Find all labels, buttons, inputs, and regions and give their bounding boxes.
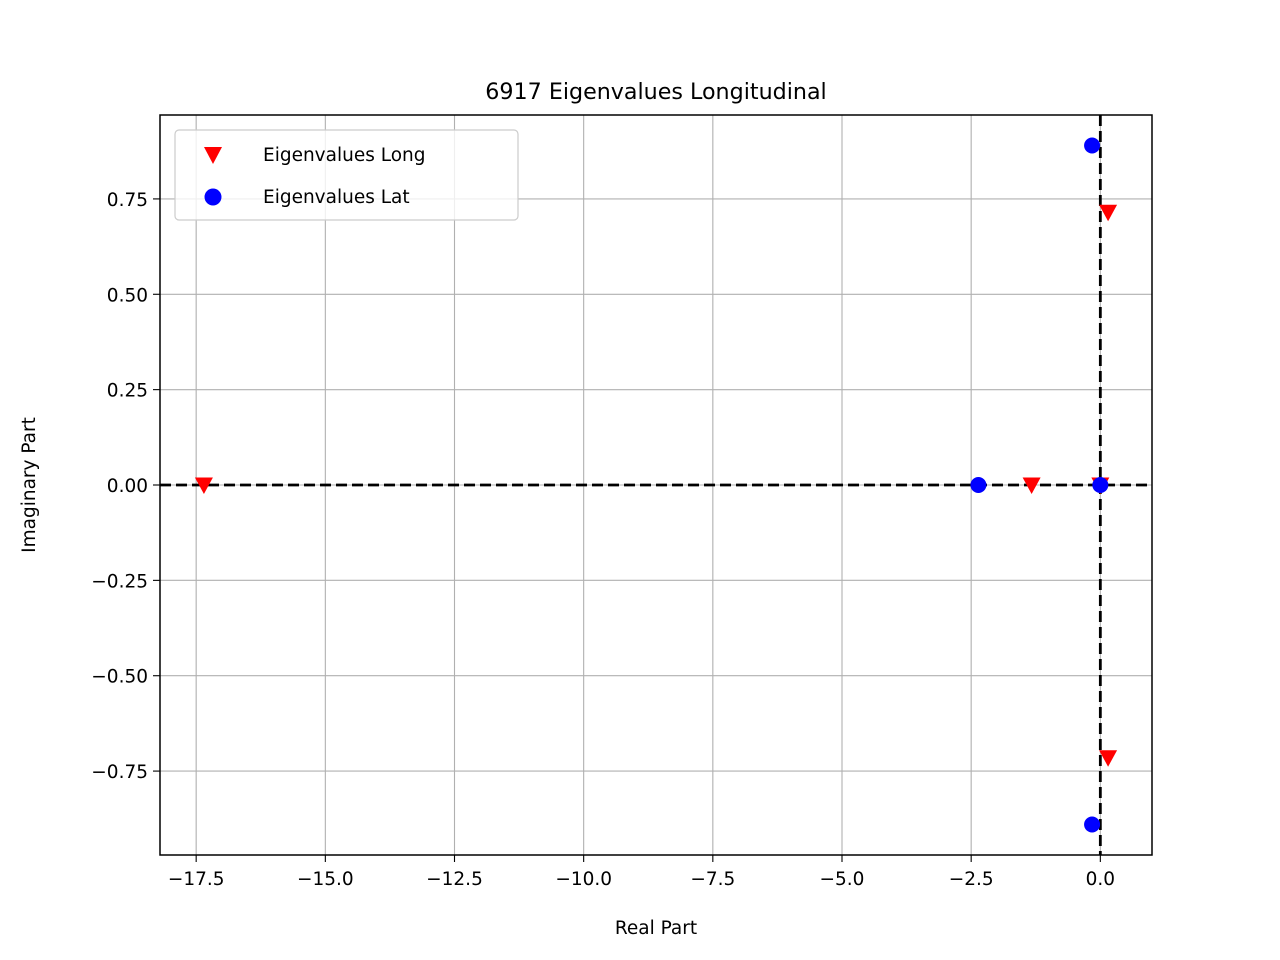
point-eigenvalue-long <box>1022 477 1041 494</box>
point-eigenvalue-long <box>1099 204 1118 222</box>
x-tick-label: −10.0 <box>555 869 612 890</box>
y-axis-ticks: 0.75 0.50 0.25 0.00 −0.25 −0.50 −0.75 <box>91 190 160 783</box>
y-tick-label: −0.50 <box>91 667 148 688</box>
legend: Eigenvalues Long Eigenvalues Lat <box>174 129 519 221</box>
y-axis-label: Imaginary Part <box>19 417 40 553</box>
legend-triangle-down-icon <box>204 147 222 164</box>
point-eigenvalue-lat <box>970 477 987 493</box>
x-tick-label: 0.0 <box>1086 869 1115 890</box>
x-axis-label: Real Part <box>615 918 697 939</box>
x-tick-label: −7.5 <box>690 869 735 890</box>
y-tick-label: −0.25 <box>91 571 148 592</box>
x-tick-label: −2.5 <box>949 869 994 890</box>
legend-label-long: Eigenvalues Long <box>263 145 426 166</box>
data-points <box>194 137 1118 833</box>
chart-title: 6917 Eigenvalues Longitudinal <box>485 79 826 105</box>
y-tick-label: 0.25 <box>107 381 148 402</box>
point-eigenvalue-lat <box>1084 137 1101 154</box>
x-tick-label: −17.5 <box>168 869 225 890</box>
legend-box <box>174 129 519 221</box>
y-tick-label: 0.00 <box>107 476 148 497</box>
x-tick-label: −15.0 <box>297 869 354 890</box>
x-axis-ticks: −17.5 −15.0 −12.5 −10.0 −7.5 −5.0 −2.5 0.0 <box>168 855 1115 890</box>
y-tick-label: 0.50 <box>107 285 148 306</box>
legend-circle-icon <box>204 188 222 206</box>
y-tick-label: 0.75 <box>107 190 148 211</box>
point-eigenvalue-lat <box>1084 816 1101 833</box>
point-eigenvalue-long <box>1099 750 1118 767</box>
y-tick-label: −0.75 <box>91 762 148 783</box>
legend-label-lat: Eigenvalues Lat <box>263 187 410 208</box>
x-tick-label: −5.0 <box>820 869 865 890</box>
point-eigenvalue-lat <box>1092 477 1109 493</box>
point-eigenvalue-long <box>194 477 213 494</box>
x-tick-label: −12.5 <box>426 869 483 890</box>
